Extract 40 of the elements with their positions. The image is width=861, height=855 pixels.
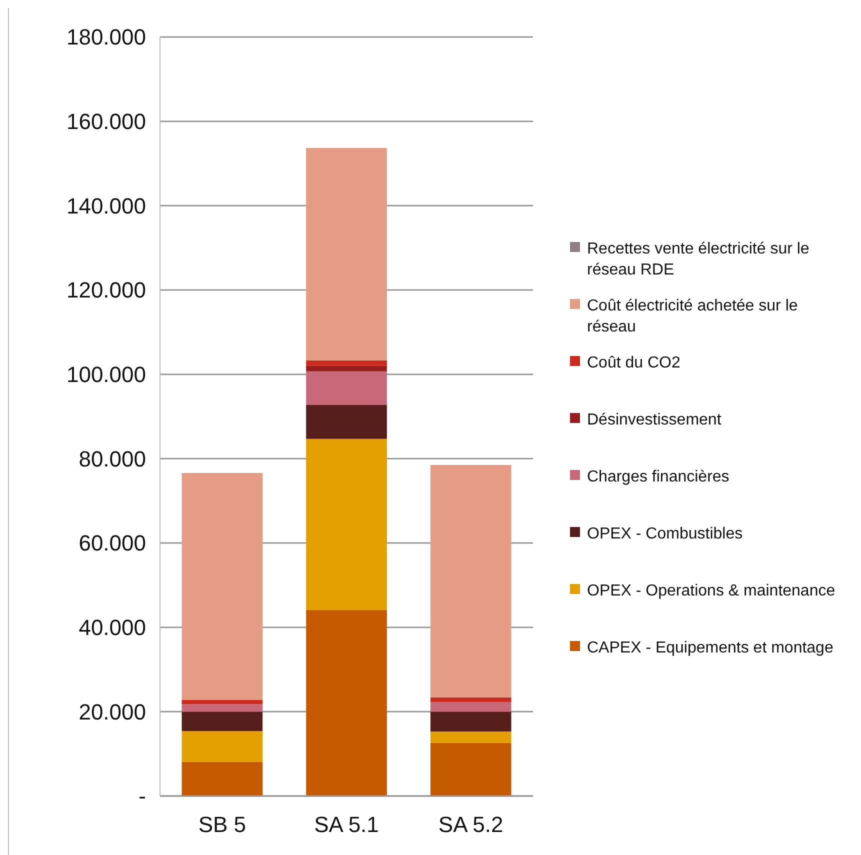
bar xyxy=(182,712,263,732)
bar xyxy=(182,731,263,762)
bar xyxy=(182,473,263,700)
y-tick-label: - xyxy=(138,784,146,809)
bar xyxy=(430,702,512,712)
bar xyxy=(306,148,387,360)
y-tick-label: 40.000 xyxy=(78,615,146,640)
legend-label: Coût électricité achetée sur le réseau xyxy=(587,298,798,336)
bar xyxy=(182,762,263,796)
bar xyxy=(306,438,387,610)
y-tick-label: 20.000 xyxy=(78,699,146,724)
y-tick-label: 160.000 xyxy=(66,109,146,134)
bar xyxy=(430,697,512,702)
y-tick-label: 180.000 xyxy=(66,24,146,50)
bar xyxy=(430,464,512,698)
bar xyxy=(306,404,387,439)
bar xyxy=(306,610,387,796)
y-tick-label: 120.000 xyxy=(66,278,146,303)
bar xyxy=(306,371,387,405)
x-tick-label: SA 5.1 xyxy=(314,812,379,837)
legend-label: OPEX - Operations & maintenance xyxy=(587,582,836,600)
bar xyxy=(182,700,263,704)
legend-label: Coût du CO2 xyxy=(587,354,680,372)
y-tick-label: 80.000 xyxy=(78,446,146,472)
legend-label: Désinvestissement xyxy=(587,412,722,429)
legend-label: CAPEX - Equipements et montage xyxy=(587,640,834,657)
bar xyxy=(430,731,512,743)
bar xyxy=(182,704,263,712)
x-tick-label: SA 5.2 xyxy=(438,812,504,837)
bar xyxy=(430,712,512,732)
x-tick-label: SB 5 xyxy=(198,812,246,837)
y-tick-label: 100.000 xyxy=(66,362,146,388)
bar xyxy=(430,742,512,796)
bar xyxy=(306,360,387,366)
y-tick-label: 140.000 xyxy=(66,193,146,218)
legend-label: Charges financières xyxy=(587,468,730,486)
y-tick-label: 60.000 xyxy=(78,530,146,556)
legend-label: OPEX - Combustibles xyxy=(587,526,743,543)
legend-label: Recettes vente électricité sur le réseau RDE xyxy=(587,240,810,278)
bar xyxy=(306,366,387,372)
